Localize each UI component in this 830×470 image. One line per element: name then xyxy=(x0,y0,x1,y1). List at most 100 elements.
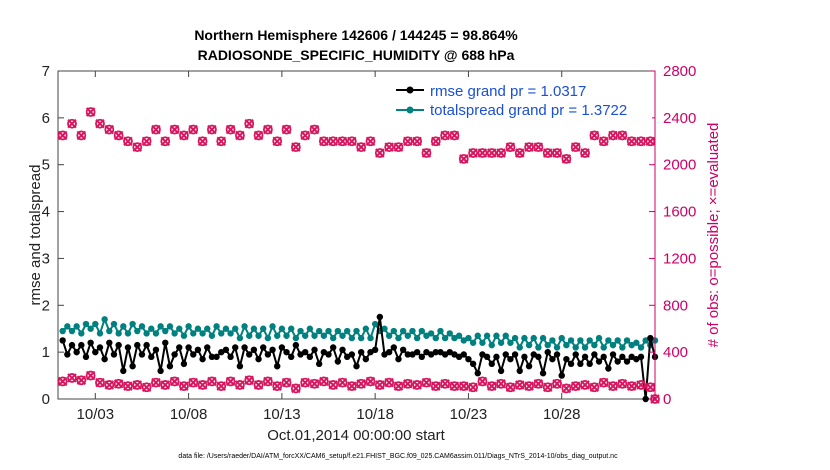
rmse-point xyxy=(614,358,621,365)
obs-possible-point xyxy=(104,124,115,135)
rmse-point xyxy=(339,346,346,353)
obs-possible-point xyxy=(570,142,581,153)
obs-low-possible-point xyxy=(580,380,590,390)
rmse-point xyxy=(605,365,612,372)
spread-point xyxy=(605,337,612,344)
obs-possible-point xyxy=(132,142,143,153)
spread-point xyxy=(59,327,66,335)
rmse-point xyxy=(68,341,76,349)
spread-point xyxy=(502,332,509,339)
obs-low-evaluated-point-stroke xyxy=(113,379,124,389)
rmse-point xyxy=(292,341,300,349)
spread-point xyxy=(549,337,556,344)
obs-low-possible-point xyxy=(477,376,488,387)
spread-point xyxy=(208,332,216,339)
obs-possible-point xyxy=(309,124,320,135)
obs-evaluated-point-stroke xyxy=(76,130,87,141)
legend-rmse-label: rmse grand pr = 1.0317 xyxy=(430,83,586,100)
obs-low-possible-point xyxy=(169,376,180,387)
spread-point xyxy=(73,323,80,330)
obs-evaluated-point-stroke xyxy=(197,136,208,146)
obs-possible-point xyxy=(374,148,385,158)
rmse-point xyxy=(507,355,514,363)
obs-low-possible-point xyxy=(412,380,423,390)
obs-possible-point xyxy=(505,142,516,153)
spread-point xyxy=(236,334,244,342)
obs-low-possible-point xyxy=(365,376,376,387)
spread-point xyxy=(101,316,108,323)
obs-low-evaluated-point-stroke xyxy=(403,379,413,389)
spread-point xyxy=(535,344,542,351)
obs-low-possible-point xyxy=(458,381,469,392)
spread-point xyxy=(381,325,388,332)
spread-point xyxy=(577,337,584,344)
obs-evaluated-point-stroke xyxy=(440,130,450,141)
obs-low-possible-point xyxy=(67,373,77,383)
rmse-point xyxy=(619,353,626,361)
obs-low-evaluated-point-stroke xyxy=(571,381,581,391)
obs-low-evaluated-point-stroke xyxy=(207,376,217,387)
obs-possible-point xyxy=(608,130,618,141)
rmse-point xyxy=(120,367,127,375)
obs-low-evaluated-point-stroke xyxy=(431,381,441,391)
rmse-point xyxy=(106,339,113,346)
spread-point xyxy=(353,327,360,335)
obs-possible-point xyxy=(449,130,460,141)
rmse-point xyxy=(59,337,66,344)
obs-evaluated-point-stroke xyxy=(67,119,77,129)
obs-low-evaluated-point-stroke xyxy=(347,381,357,391)
obs-low-evaluated-point-stroke xyxy=(235,380,245,390)
obs-low-possible-point xyxy=(151,377,161,388)
obs-evaluated-point-stroke xyxy=(421,148,432,158)
spread-point xyxy=(497,339,505,346)
spread-point xyxy=(437,327,444,335)
rmse-point xyxy=(232,344,239,351)
obs-evaluated-point-stroke xyxy=(459,154,469,164)
spread-point xyxy=(553,344,561,351)
obs-low-evaluated-point-stroke xyxy=(505,382,516,392)
spread-point xyxy=(563,341,570,349)
rmse-point xyxy=(283,348,290,356)
spread-point xyxy=(106,327,113,335)
spread-point xyxy=(469,339,477,346)
obs-low-evaluated-point-stroke xyxy=(580,380,590,390)
obs-low-evaluated-point-stroke xyxy=(151,377,161,388)
obs-possible-point xyxy=(113,130,124,141)
rmse-point xyxy=(78,341,85,349)
y-left-tick-label: 5 xyxy=(42,157,50,174)
spread-point xyxy=(283,332,290,339)
obs-low-evaluated-point-stroke xyxy=(468,382,478,392)
spread-point xyxy=(329,334,337,342)
spread-point xyxy=(367,334,374,342)
spread-point xyxy=(87,325,94,332)
spread-point xyxy=(129,320,136,328)
obs-evaluated-point-stroke xyxy=(123,136,133,146)
obs-low-evaluated-point-stroke xyxy=(197,380,208,390)
rmse-point xyxy=(521,353,528,361)
obs-evaluated-point-stroke xyxy=(141,136,152,146)
spread-point xyxy=(343,327,351,335)
obs-possible-point xyxy=(496,148,506,158)
obs-low-evaluated-point-stroke xyxy=(57,376,68,387)
obs-evaluated-point-stroke xyxy=(468,148,478,158)
obs-low-evaluated-point-stroke xyxy=(216,381,226,391)
spread-point xyxy=(446,330,453,337)
spread-point xyxy=(274,332,281,339)
obs-possible-point xyxy=(290,142,301,153)
obs-low-possible-point xyxy=(542,382,553,393)
spread-point xyxy=(246,332,253,339)
obs-evaluated-point-stroke xyxy=(300,130,310,141)
obs-low-evaluated-point-stroke xyxy=(645,382,656,392)
spread-point xyxy=(637,344,645,351)
obs-low-evaluated-point-stroke xyxy=(636,380,646,390)
spread-point xyxy=(413,334,421,342)
spread-point xyxy=(315,327,323,335)
spread-point xyxy=(68,327,76,335)
obs-evaluated-point-stroke xyxy=(393,142,404,152)
obs-low-evaluated-point-stroke xyxy=(123,381,133,391)
rmse-point xyxy=(199,355,206,363)
rmse-point xyxy=(87,339,94,346)
obs-low-evaluated-point-stroke xyxy=(421,377,432,388)
obs-possible-point xyxy=(514,148,525,158)
axes-layer: 0 1 2 3 4 5 6 7 0 400 800 1200 1600 2000 2400 2800 10/03… xyxy=(42,63,697,423)
